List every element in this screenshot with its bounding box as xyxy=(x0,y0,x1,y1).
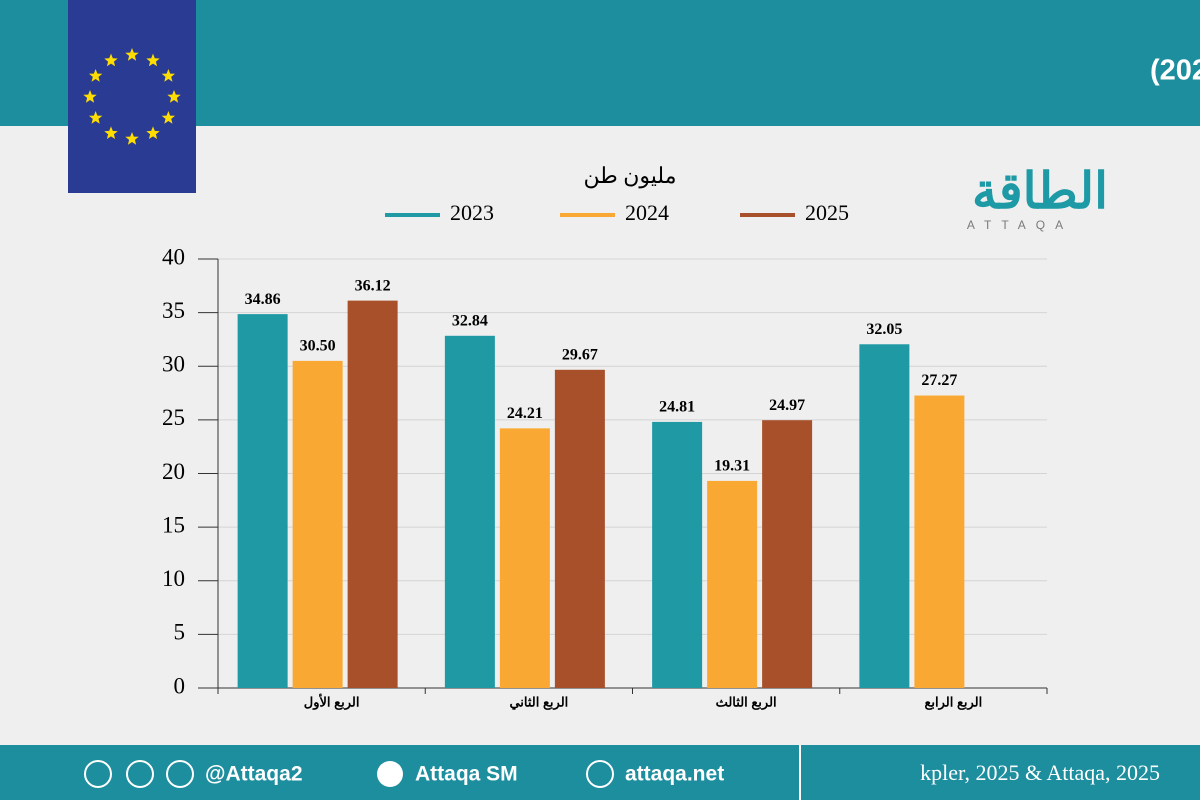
youtube-icon[interactable] xyxy=(377,761,403,787)
logo-text: الطاقة xyxy=(972,163,1108,219)
x-tick-label: الربع الرابع xyxy=(924,694,982,710)
flag-stars xyxy=(83,48,181,145)
value-label: 32.05 xyxy=(866,321,902,338)
flag-star xyxy=(83,90,97,103)
bar xyxy=(762,420,813,688)
flag-star xyxy=(104,126,118,139)
flag-star xyxy=(161,111,175,124)
bar xyxy=(652,421,703,688)
x-tick-label: الربع الثالث xyxy=(716,694,777,710)
flag-star xyxy=(146,126,160,139)
flag-star xyxy=(89,111,103,124)
footer-band xyxy=(0,745,1200,800)
value-label: 30.50 xyxy=(300,338,336,355)
x-tick-label: الربع الأول xyxy=(304,693,360,710)
social-handle[interactable]: @Attaqa2 xyxy=(205,763,303,786)
header-band xyxy=(0,0,1200,126)
web-icon[interactable] xyxy=(586,760,614,788)
value-label: 34.86 xyxy=(245,291,281,308)
unit-label: مليون طن xyxy=(584,163,677,189)
y-tick-label: 40 xyxy=(162,244,185,269)
source: kpler, 2025 & Attaqa, 2025 xyxy=(920,760,1160,785)
flag-star xyxy=(167,90,181,103)
bar xyxy=(914,395,965,688)
youtube-handle[interactable]: Attaqa SM xyxy=(415,763,518,786)
y-tick-label: 25 xyxy=(162,405,185,430)
flag-star xyxy=(125,48,139,61)
bar xyxy=(554,369,605,688)
y-tick-label: 35 xyxy=(162,298,185,323)
value-label: 27.27 xyxy=(921,372,957,389)
y-tick-label: 5 xyxy=(174,620,186,645)
y-tick-label: 15 xyxy=(162,512,185,537)
y-tick-label: 0 xyxy=(174,673,186,698)
value-label: 36.12 xyxy=(355,277,391,294)
chart-title: واردات أوروبا من الغاز المسال على أساس ر… xyxy=(1150,50,1200,88)
value-label: 29.67 xyxy=(562,346,598,363)
legend-label: 2025 xyxy=(805,200,849,225)
bar xyxy=(237,314,288,688)
instagram-icon[interactable] xyxy=(126,760,154,788)
x-icon[interactable] xyxy=(84,760,112,788)
y-tick-label: 10 xyxy=(162,566,185,591)
flag-star xyxy=(104,53,118,67)
y-tick-label: 30 xyxy=(162,352,185,377)
website[interactable]: attaqa.net xyxy=(625,763,724,786)
value-label: 32.84 xyxy=(452,312,488,329)
bar xyxy=(707,480,758,688)
facebook-icon[interactable] xyxy=(166,760,194,788)
x-tick-label: الربع الثاني xyxy=(509,694,568,710)
bar xyxy=(347,300,398,688)
bar xyxy=(444,335,495,688)
legend-label: 2023 xyxy=(450,200,494,225)
logo-subtext: ATTAQA xyxy=(967,218,1073,232)
legend-label: 2024 xyxy=(625,200,669,225)
bar xyxy=(859,344,910,688)
flag-star xyxy=(89,69,103,82)
value-label: 24.81 xyxy=(659,399,695,416)
value-label: 24.21 xyxy=(507,405,543,422)
y-tick-label: 20 xyxy=(162,459,185,484)
bar xyxy=(292,360,343,688)
flag-star xyxy=(125,132,139,145)
value-label: 24.97 xyxy=(769,397,805,414)
flag-star xyxy=(161,69,175,82)
value-label: 19.31 xyxy=(714,458,750,475)
flag-star xyxy=(146,53,160,67)
bar xyxy=(499,428,550,688)
